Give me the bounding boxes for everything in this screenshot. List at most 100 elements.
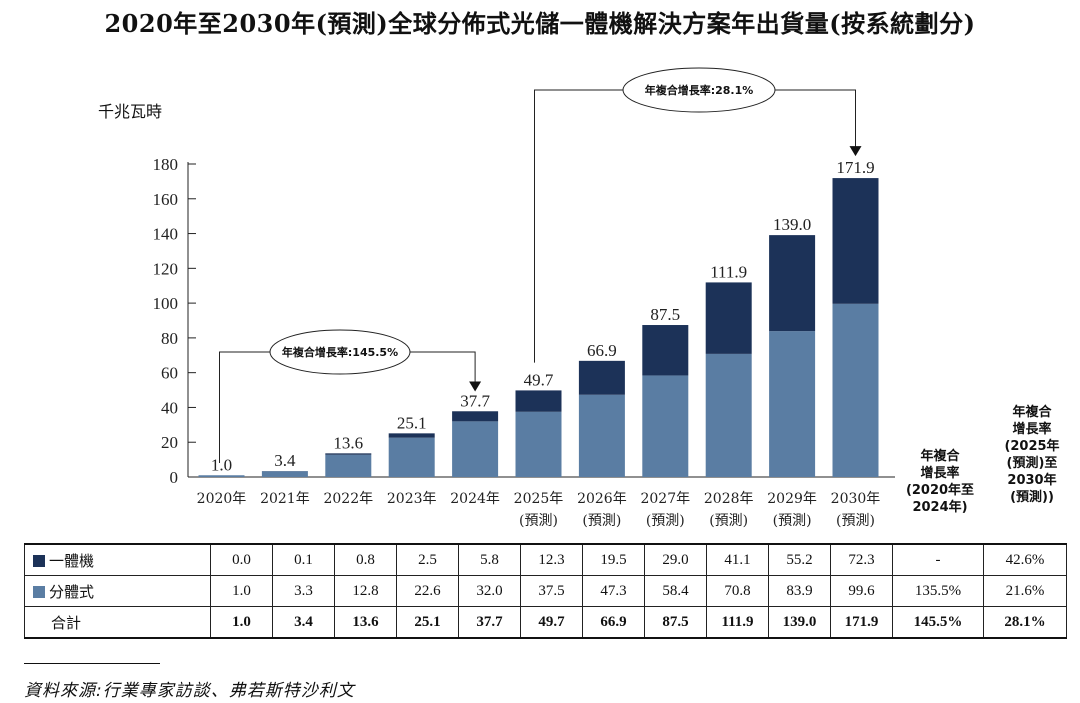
x-tick-label: 2027年 [640,491,690,507]
table-cell: 3.4 [272,606,335,639]
data-table: 一體機 0.0 0.1 0.8 2.5 5.8 12.3 19.5 29.0 4… [24,543,1067,639]
table-cell: 1.0 [210,575,273,607]
table-cell: 28.1% [983,606,1067,639]
bar-integrated [769,235,816,332]
table-cell: 5.8 [458,543,521,576]
table-cell: 171.9 [830,606,893,639]
chart-title: 2020年至2030年(預測)全球分佈式光儲一體機解決方案年出貨量(按系統劃分) [104,9,976,38]
table-cell: 42.6% [983,543,1067,576]
cagr-ellipse [269,329,411,375]
bar-split [388,437,435,477]
x-tick-label: (預測) [773,513,812,529]
cagr-header-line: 增長率 [920,466,960,481]
x-tick-label: 2023年 [387,491,437,507]
table-cell: 58.4 [644,575,707,607]
cagr-header-line: 年複合 [1012,405,1052,420]
y-tick-label: 0 [170,468,179,487]
table-cell: 111.9 [706,606,769,639]
table-cell: 72.3 [830,543,893,576]
table-cell: 1.0 [210,606,273,639]
table-cell: 12.3 [520,543,583,576]
y-tick-label: 140 [153,225,179,244]
x-tick-label: (預測) [709,513,748,529]
y-tick-label: 100 [153,294,179,313]
bar-total-label: 171.9 [836,158,874,177]
cagr-annotation-label: 年複合增長率:145.5% [282,345,398,359]
legend-swatch-split [33,585,45,598]
cagr-header-line: 年複合 [920,449,960,464]
stacked-bar-chart: 0 20 40 60 80 100 120 140 160 180 1.0 2020年 3.4 2021年… [153,67,895,529]
bar-split [325,454,372,477]
cagr-ellipse [622,67,776,113]
cagr-header-line: (預測)) [1010,490,1054,505]
x-tick-label: 2026年 [577,491,627,507]
table-cell: 0.1 [272,543,335,576]
y-axis-unit-label: 千兆瓦時 [98,102,163,121]
bar-total-label: 3.4 [274,451,296,470]
table-cell: 19.5 [582,543,645,576]
cagr-header-line: (2020年至 [905,483,975,498]
table-cell: 2.5 [396,543,459,576]
bar-split [705,353,752,477]
table-row-integrated: 一體機 0.0 0.1 0.8 2.5 5.8 12.3 19.5 29.0 4… [24,543,1067,576]
bar-integrated [832,178,879,304]
bar-split [769,331,816,477]
table-cell: 83.9 [768,575,831,607]
source-divider [24,663,160,664]
table-row-split: 分體式 1.0 3.3 12.8 22.6 32.0 37.5 47.3 58.… [24,575,1067,607]
table-cell: 0.8 [334,543,397,576]
table-cell: 37.5 [520,575,583,607]
source-note: 資料來源:行業專家訪談、弗若斯特沙利文 [24,681,355,701]
row-label-text: 分體式 [49,582,95,601]
table-cell: 25.1 [396,606,459,639]
table-cell: 49.7 [520,606,583,639]
bar-integrated [515,390,562,412]
bar-total-label: 49.7 [524,370,554,389]
table-cell: 37.7 [458,606,521,639]
bar-integrated [578,360,625,395]
y-tick-label: 180 [153,155,179,174]
x-tick-label: 2021年 [260,491,310,507]
x-tick-label: 2030年 [831,491,881,507]
cagr-header-line: 增長率 [1012,422,1052,437]
bar-total-label: 139.0 [773,215,811,234]
x-tick-label: 2028年 [704,491,754,507]
x-tick-label: 2025年 [514,491,564,507]
arrow-head-icon [469,381,482,392]
y-tick-label: 160 [153,190,179,209]
y-tick-label: 40 [161,398,178,417]
bar-total-label: 87.5 [650,305,680,324]
cagr-header-line: (2025年 [1004,439,1060,454]
bar-total-label: 25.1 [397,413,427,432]
bar-split [578,394,625,477]
bar-split [198,475,245,477]
table-cell: 135.5% [892,575,984,607]
bar-split [452,421,499,477]
y-tick-label: 120 [153,259,179,278]
table-cell: 66.9 [582,606,645,639]
bar-total-label: 1.0 [211,455,232,474]
bar-integrated [388,433,435,438]
arrow-head-icon [849,146,862,157]
x-tick-label: 2024年 [450,491,500,507]
bar-integrated [642,325,689,376]
bar-split [261,471,308,477]
table-cell: 99.6 [830,575,893,607]
y-tick-label: 60 [161,364,178,383]
cagr-header-2020-2024: 年複合 增長率 (2020年至 2024年) [890,448,990,516]
table-cell: 32.0 [458,575,521,607]
bar-split [832,303,879,477]
table-cell: 70.8 [706,575,769,607]
bar-split [515,411,562,477]
bar-integrated [325,453,372,455]
x-tick-label: 2020年 [197,491,247,507]
bar-split [642,375,689,477]
table-cell: 145.5% [892,606,984,639]
table-cell: 87.5 [644,606,707,639]
table-cell: 12.8 [334,575,397,607]
x-tick-label: 2022年 [323,491,373,507]
table-cell: 3.3 [272,575,335,607]
table-row-total: 合計 1.0 3.4 13.6 25.1 37.7 49.7 66.9 87.5… [24,606,1067,639]
cagr-header-line: 2030年 [1007,473,1057,488]
table-cell: 41.1 [706,543,769,576]
